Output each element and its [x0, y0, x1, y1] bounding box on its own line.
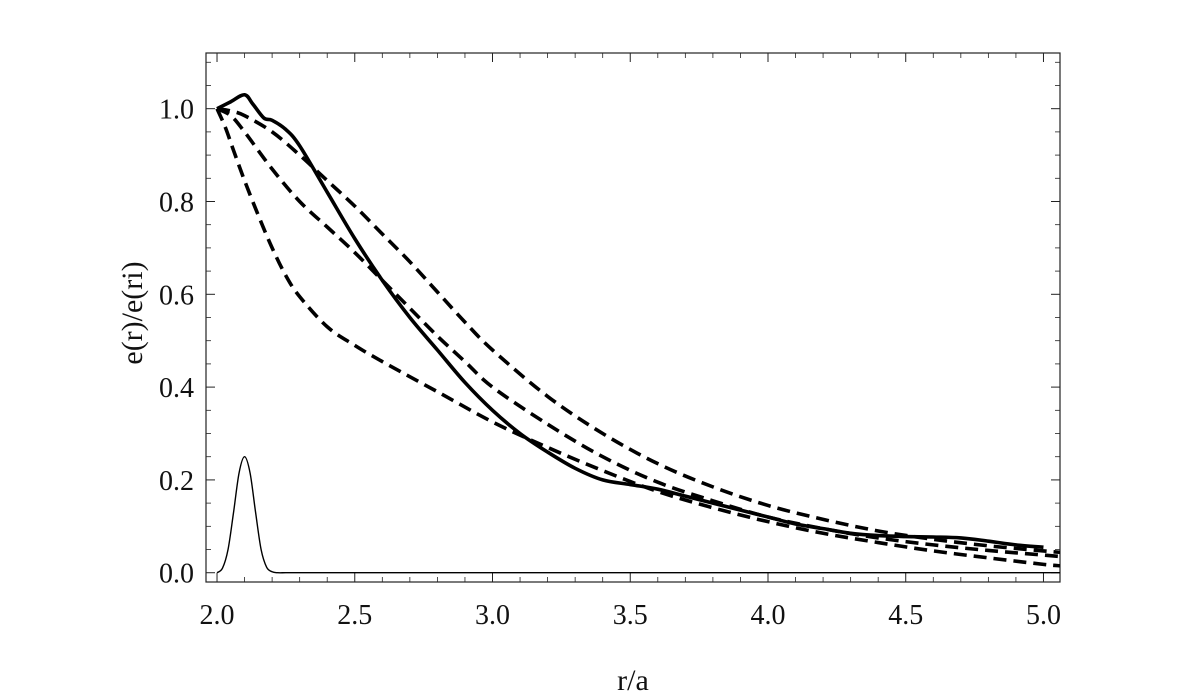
x-axis-title: r/a — [617, 664, 649, 697]
series-line-2 — [216, 106, 1060, 555]
x-tick-label: 5.0 — [1026, 600, 1061, 631]
x-tick-label: 3.0 — [475, 600, 510, 631]
y-axis-title: e(r)/e(ri) — [116, 261, 149, 364]
y-tick-label: 0.0 — [159, 559, 194, 590]
x-tick-label: 2.0 — [200, 600, 235, 631]
axis-ticks — [206, 53, 1060, 582]
x-tick-label: 2.5 — [337, 600, 372, 631]
y-tick-label: 1.0 — [159, 95, 194, 126]
y-tick-label: 0.4 — [159, 373, 194, 404]
y-tick-label: 0.6 — [159, 280, 194, 311]
y-tick-label: 0.2 — [159, 466, 194, 497]
series-line-5 — [216, 456, 1060, 574]
plot-border — [205, 52, 1061, 583]
series-line-4 — [215, 107, 1060, 568]
tick-labels: 2.0 2.5 3.0 3.5 4.0 4.5 5.0 0.0 0.2 0.4 0.6 0.8 1.0 — [159, 95, 1061, 631]
series-group — [215, 92, 1060, 574]
y-tick-label: 0.8 — [159, 187, 194, 218]
series-line-1 — [216, 92, 1044, 549]
x-tick-label: 4.0 — [750, 600, 785, 631]
series-line-3 — [216, 107, 1060, 559]
x-tick-label: 3.5 — [613, 600, 648, 631]
plot-frame — [205, 52, 1061, 583]
x-tick-label: 4.5 — [888, 600, 923, 631]
